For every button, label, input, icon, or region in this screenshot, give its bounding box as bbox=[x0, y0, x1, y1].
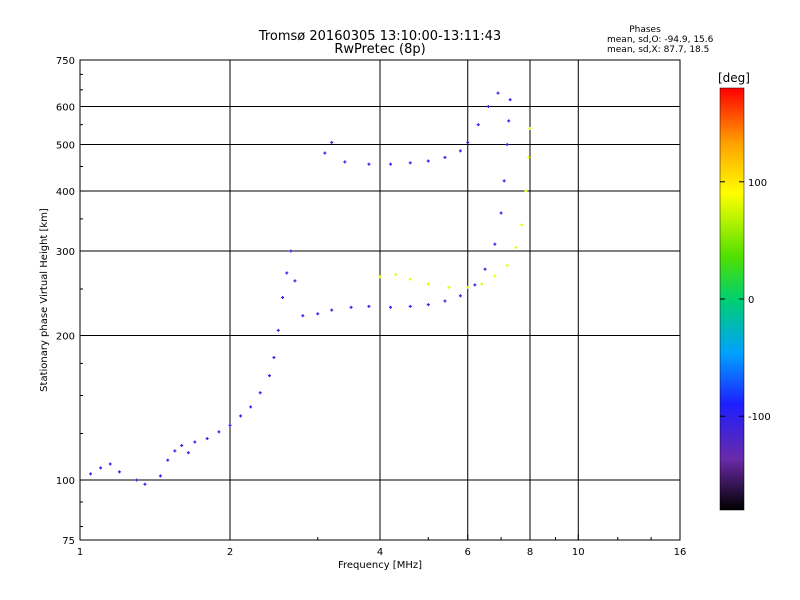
data-points bbox=[89, 91, 532, 486]
y-tick-label: 75 bbox=[62, 536, 75, 547]
chart-title: Tromsø 20160305 13:10:00-13:11:43 bbox=[258, 29, 501, 44]
y-axis-ticks: 75 100 200 300 400 500 600 750 bbox=[56, 56, 86, 547]
colorbar-tick-label: 0 bbox=[748, 295, 754, 306]
y-tick-label: 750 bbox=[56, 56, 75, 67]
y-tick-label: 500 bbox=[56, 141, 75, 152]
colorbar-tick-label: 100 bbox=[748, 178, 767, 189]
y-tick-label: 400 bbox=[56, 187, 75, 198]
x-tick-label: 2 bbox=[227, 547, 233, 558]
x-tick-label: 1 bbox=[77, 547, 83, 558]
x-tick-label: 4 bbox=[377, 547, 383, 558]
colorbar-unit-label: [deg] bbox=[718, 71, 750, 85]
stats-heading: Phases bbox=[629, 25, 661, 35]
x-tick-label: 16 bbox=[674, 547, 687, 558]
colorbar-ticks: -100 0 100 bbox=[720, 178, 771, 423]
x-axis-label: Frequency [MHz] bbox=[338, 560, 422, 571]
stats-o-mode: mean, sd,O: -94.9, 15.6 bbox=[607, 35, 714, 45]
grid bbox=[80, 60, 680, 540]
y-axis-label: Stationary phase Virtual Height [km] bbox=[39, 208, 50, 392]
x-tick-label: 10 bbox=[572, 547, 585, 558]
x-tick-label: 8 bbox=[527, 547, 533, 558]
chart-subtitle: RwPretec (8p) bbox=[334, 42, 425, 57]
x-axis-ticks: 1 2 4 6 8 10 16 bbox=[77, 534, 687, 558]
stats-x-mode: mean, sd,X: 87.7, 18.5 bbox=[607, 45, 709, 55]
y-tick-label: 200 bbox=[56, 332, 75, 343]
y-tick-label: 600 bbox=[56, 103, 75, 114]
x-tick-label: 6 bbox=[465, 547, 471, 558]
y-tick-label: 300 bbox=[56, 247, 75, 258]
colorbar-tick-label: -100 bbox=[748, 412, 771, 423]
y-tick-label: 100 bbox=[56, 476, 75, 487]
